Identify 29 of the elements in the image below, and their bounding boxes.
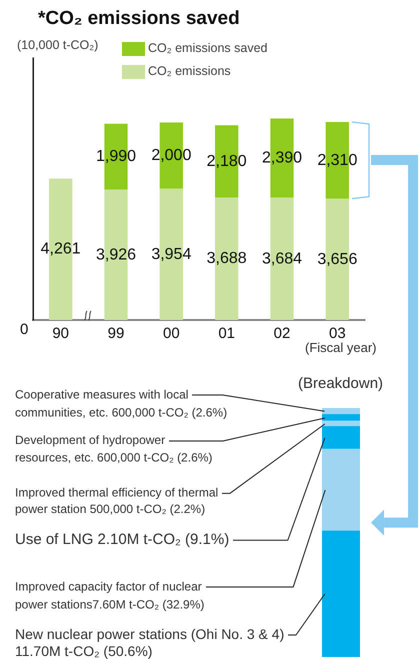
x-tick-label: 03 <box>328 325 346 342</box>
text: Improved capacity factor of nuclear power stations7.60M t-CO₂ (32.9%) <box>15 579 204 612</box>
chart-title: *CO₂ emissions saved <box>38 8 240 30</box>
text: Development of hydropower resources, etc. 600,000 t-CO₂ (2.6%) <box>15 433 212 465</box>
text: Use of LNG 2.10M t-CO₂ (9.1%) <box>15 531 230 548</box>
chart-title: (Breakdown) <box>298 375 384 392</box>
data-label: 3,656 <box>317 250 358 268</box>
legend-label: CO₂ emissions <box>148 64 231 79</box>
data-label: 3,954 <box>151 246 192 263</box>
text: 0 <box>20 321 28 338</box>
data-label: 3,926 <box>96 246 136 264</box>
x-tick-label: 00 <box>162 325 180 342</box>
x-tick-label: 90 <box>52 325 70 342</box>
data-label: 3,684 <box>262 250 302 268</box>
data-label: 4,261 <box>40 240 81 258</box>
x-tick-label: 02 <box>274 325 290 342</box>
x-tick-label: 01 <box>218 325 236 342</box>
x-tick-label: 99 <box>108 325 124 342</box>
bar <box>322 426 360 450</box>
text: Improved thermal efficiency of thermal power station 500,000 t-CO₂ (2.2%) <box>15 485 218 516</box>
text: New nuclear power stations (Ohi No. 3 & 4) 11.70M t-CO₂ (50.6%) <box>15 626 284 659</box>
bar <box>322 414 360 422</box>
text: Cooperative measures with local communities, etc. 600,000 t-CO₂ (2.6%) <box>15 387 228 420</box>
y-axis-title: (10,000 t-CO₂) <box>17 38 98 52</box>
x-axis-title: (Fiscal year) <box>305 340 377 356</box>
legend-label: CO₂ emissions saved <box>148 41 268 56</box>
bar <box>322 530 360 657</box>
data-label: 3,688 <box>206 250 247 268</box>
bar <box>322 448 360 532</box>
